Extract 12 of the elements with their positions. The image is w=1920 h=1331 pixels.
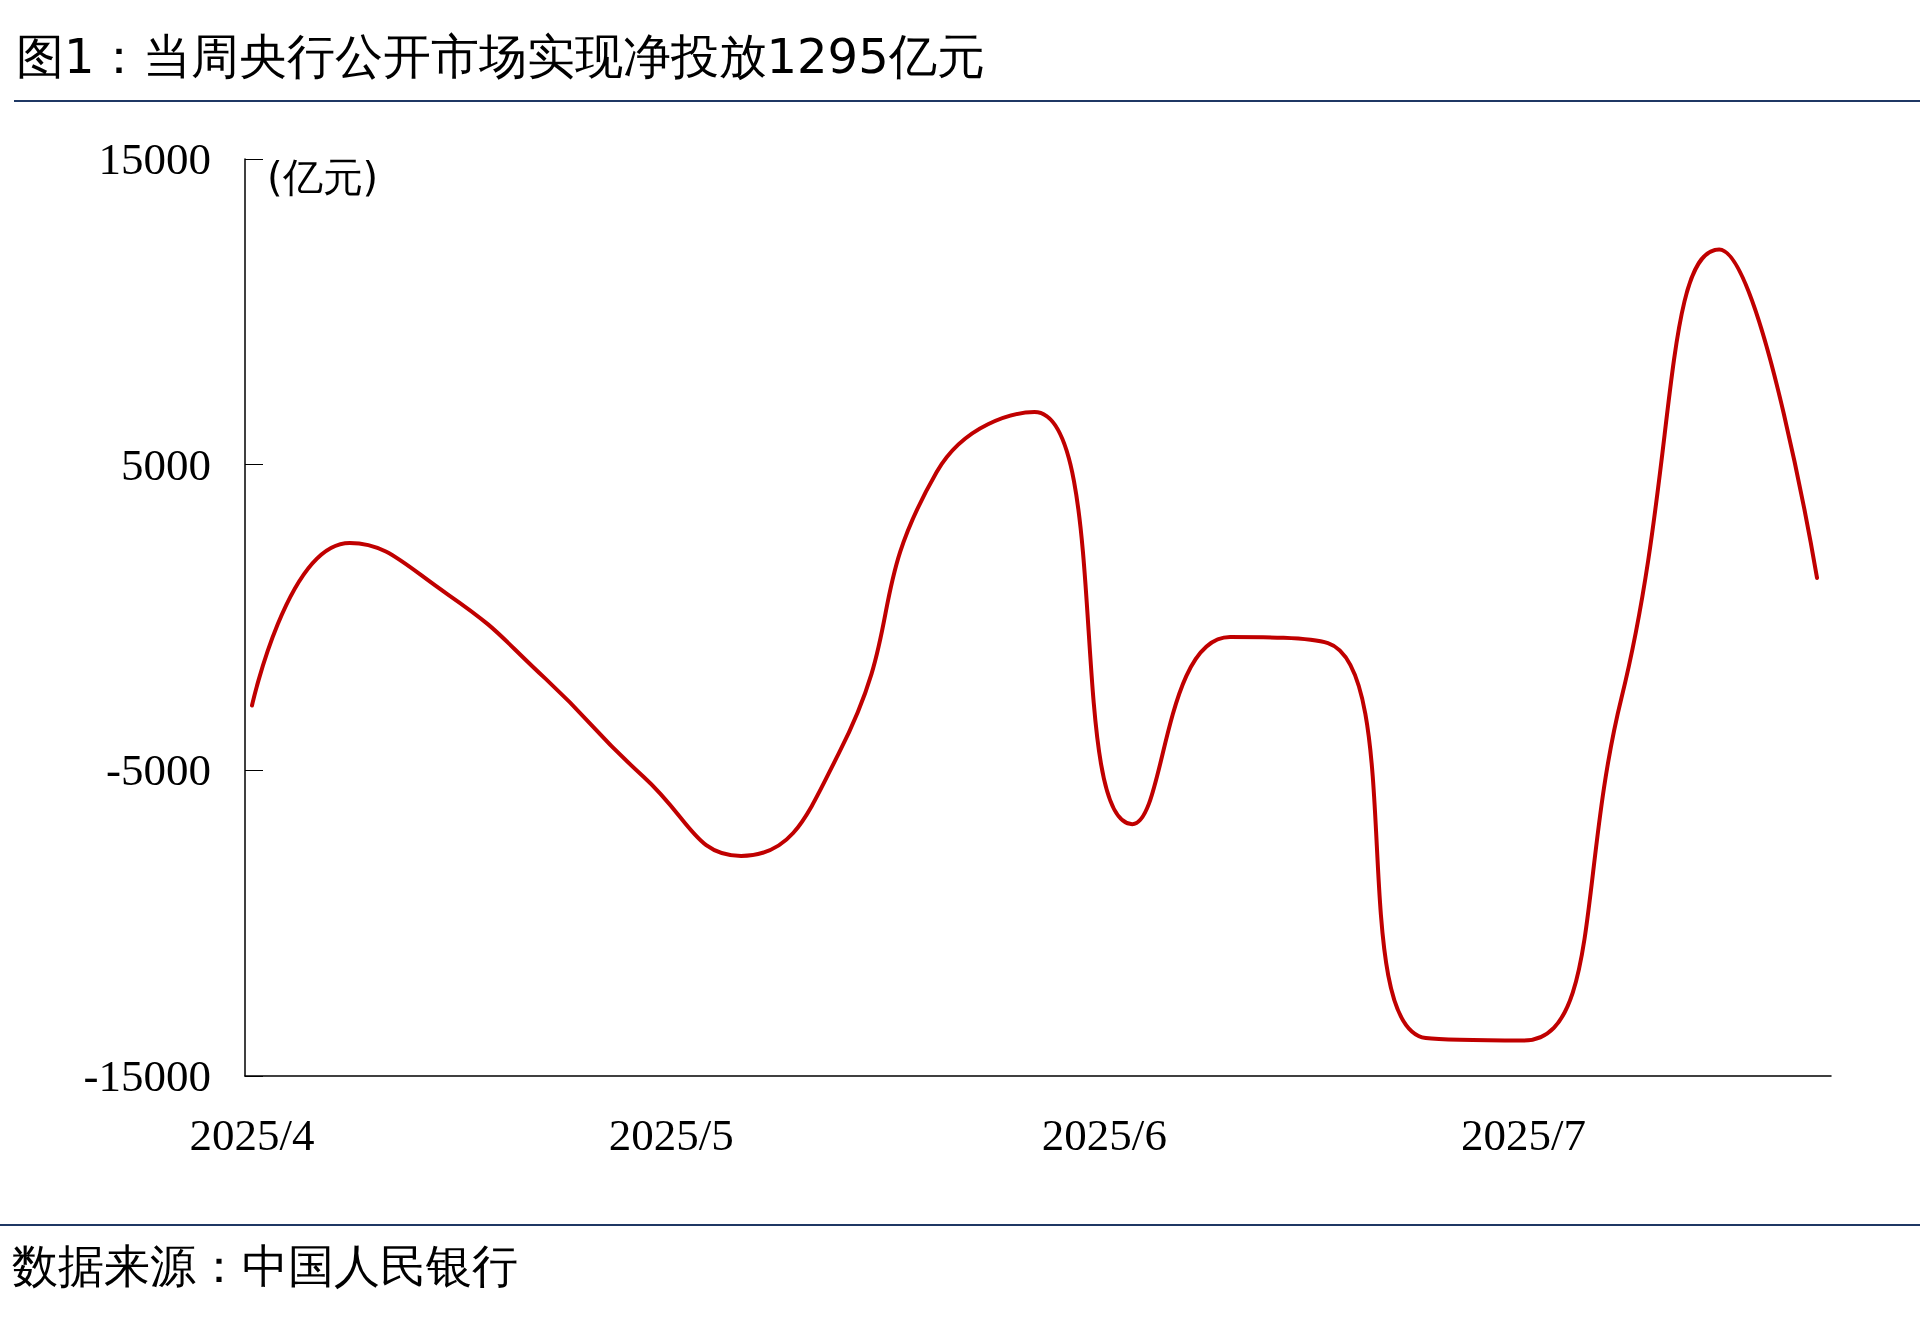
x-tick-label: 2025/4: [189, 1109, 315, 1160]
x-tick-label: 2025/6: [1041, 1109, 1167, 1160]
y-tick-label: -15000: [83, 1051, 211, 1101]
y-tick-label: 15000: [98, 134, 211, 184]
chart-title: 图1：当周央行公开市场实现净投放1295亿元: [14, 18, 1920, 102]
source-note: 数据来源：中国人民银行: [0, 1224, 1920, 1308]
x-tick-label: 2025/5: [608, 1109, 734, 1160]
y-tick-label: -5000: [106, 745, 211, 796]
x-tick-label: 2025/7: [1461, 1109, 1587, 1160]
line-series: [249, 247, 1820, 1043]
y-axis-title: (亿元): [267, 154, 379, 200]
y-tick-label: 5000: [121, 439, 211, 490]
